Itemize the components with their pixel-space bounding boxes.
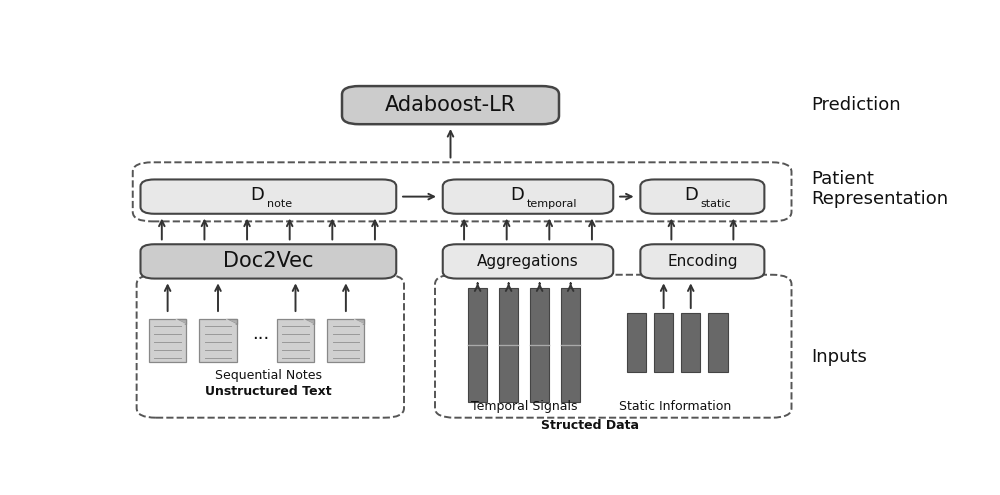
Bar	[499, 288, 518, 346]
Polygon shape	[354, 319, 364, 324]
Text: Patient: Patient	[811, 169, 874, 188]
Bar	[681, 313, 700, 372]
Bar	[149, 319, 186, 362]
Text: Adaboost-LR: Adaboost-LR	[385, 95, 516, 115]
Text: D: D	[685, 186, 698, 204]
Polygon shape	[176, 319, 186, 324]
Text: Temporal Signals: Temporal Signals	[471, 400, 577, 413]
Bar	[530, 288, 549, 346]
Bar	[499, 346, 518, 402]
Bar	[530, 346, 549, 402]
Text: temporal: temporal	[526, 198, 577, 208]
Polygon shape	[304, 319, 314, 324]
Polygon shape	[226, 319, 237, 324]
Bar	[327, 319, 364, 362]
Text: Aggregations: Aggregations	[477, 254, 579, 269]
Text: Unstructured Text: Unstructured Text	[205, 385, 332, 397]
Bar	[561, 288, 580, 346]
Text: Static Information: Static Information	[619, 400, 731, 413]
Bar	[561, 346, 580, 402]
Bar	[277, 319, 314, 362]
Bar	[708, 313, 728, 372]
Polygon shape	[354, 319, 364, 324]
Text: Representation: Representation	[811, 191, 948, 208]
Text: Prediction: Prediction	[811, 96, 900, 114]
Text: Encoding: Encoding	[667, 254, 738, 269]
Text: D: D	[510, 186, 524, 204]
Text: ...: ...	[252, 325, 269, 343]
Text: note: note	[267, 198, 292, 208]
Bar	[468, 288, 487, 346]
Bar	[654, 313, 673, 372]
Text: static: static	[701, 198, 731, 208]
Text: D: D	[251, 186, 264, 204]
Text: Sequential Notes: Sequential Notes	[215, 369, 322, 382]
FancyBboxPatch shape	[640, 244, 764, 279]
Bar	[199, 319, 237, 362]
Text: Structed Data: Structed Data	[541, 419, 639, 432]
FancyBboxPatch shape	[140, 244, 396, 279]
FancyBboxPatch shape	[140, 180, 396, 214]
Polygon shape	[176, 319, 186, 324]
FancyBboxPatch shape	[640, 180, 764, 214]
Text: Doc2Vec: Doc2Vec	[223, 251, 314, 271]
FancyBboxPatch shape	[443, 180, 613, 214]
Bar	[627, 313, 646, 372]
FancyBboxPatch shape	[342, 86, 559, 124]
Text: Inputs: Inputs	[811, 347, 867, 366]
Polygon shape	[304, 319, 314, 324]
Polygon shape	[226, 319, 237, 324]
FancyBboxPatch shape	[443, 244, 613, 279]
Bar	[468, 346, 487, 402]
